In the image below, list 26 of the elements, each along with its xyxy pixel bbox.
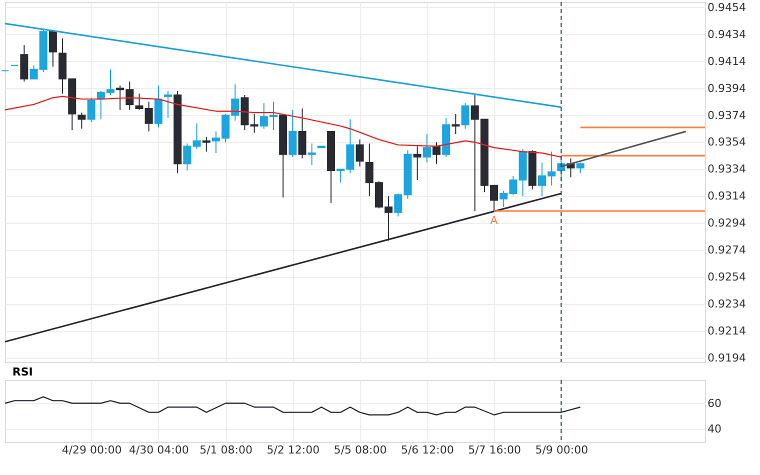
annotation: A [490,214,498,227]
x-tick-label: 5/2 12:00 [266,444,320,456]
y-tick-label: 0.9394 [708,82,746,95]
y-tick-label: 0.9354 [708,136,746,149]
y-tick-label: 0.9314 [708,190,746,203]
y-tick-label: 0.9374 [708,108,746,122]
x-tick-label: 5/1 08:00 [200,444,252,456]
y-tick-label: 0.9214 [708,324,746,338]
x-tick-label: 4/30 04:00 [128,444,189,456]
y-tick-label: 0.9334 [708,162,746,176]
y-tick-label: 0.9434 [708,28,746,41]
y-tick-label: 0.9454 [708,0,746,14]
x-tick-label: 4/29 00:00 [62,444,122,456]
x-tick-label: 5/6 12:00 [400,444,454,456]
y-tick-label: 0.9294 [708,216,746,230]
y-tick-label: 0.9194 [708,351,746,364]
y-tick-label: 0.9254 [708,270,746,284]
y-tick-label: 40 [708,422,722,436]
y-tick-label: 60 [708,396,722,410]
x-tick-label: 5/5 08:00 [334,444,387,456]
chart-title: RSI [12,366,33,378]
y-tick-label: 0.9414 [708,54,746,68]
y-tick-label: 0.9234 [708,298,746,311]
y-tick-label: 0.9274 [708,244,746,257]
x-tick-label: 5/9 00:00 [535,444,588,456]
x-tick-label: 5/7 16:00 [468,444,521,456]
